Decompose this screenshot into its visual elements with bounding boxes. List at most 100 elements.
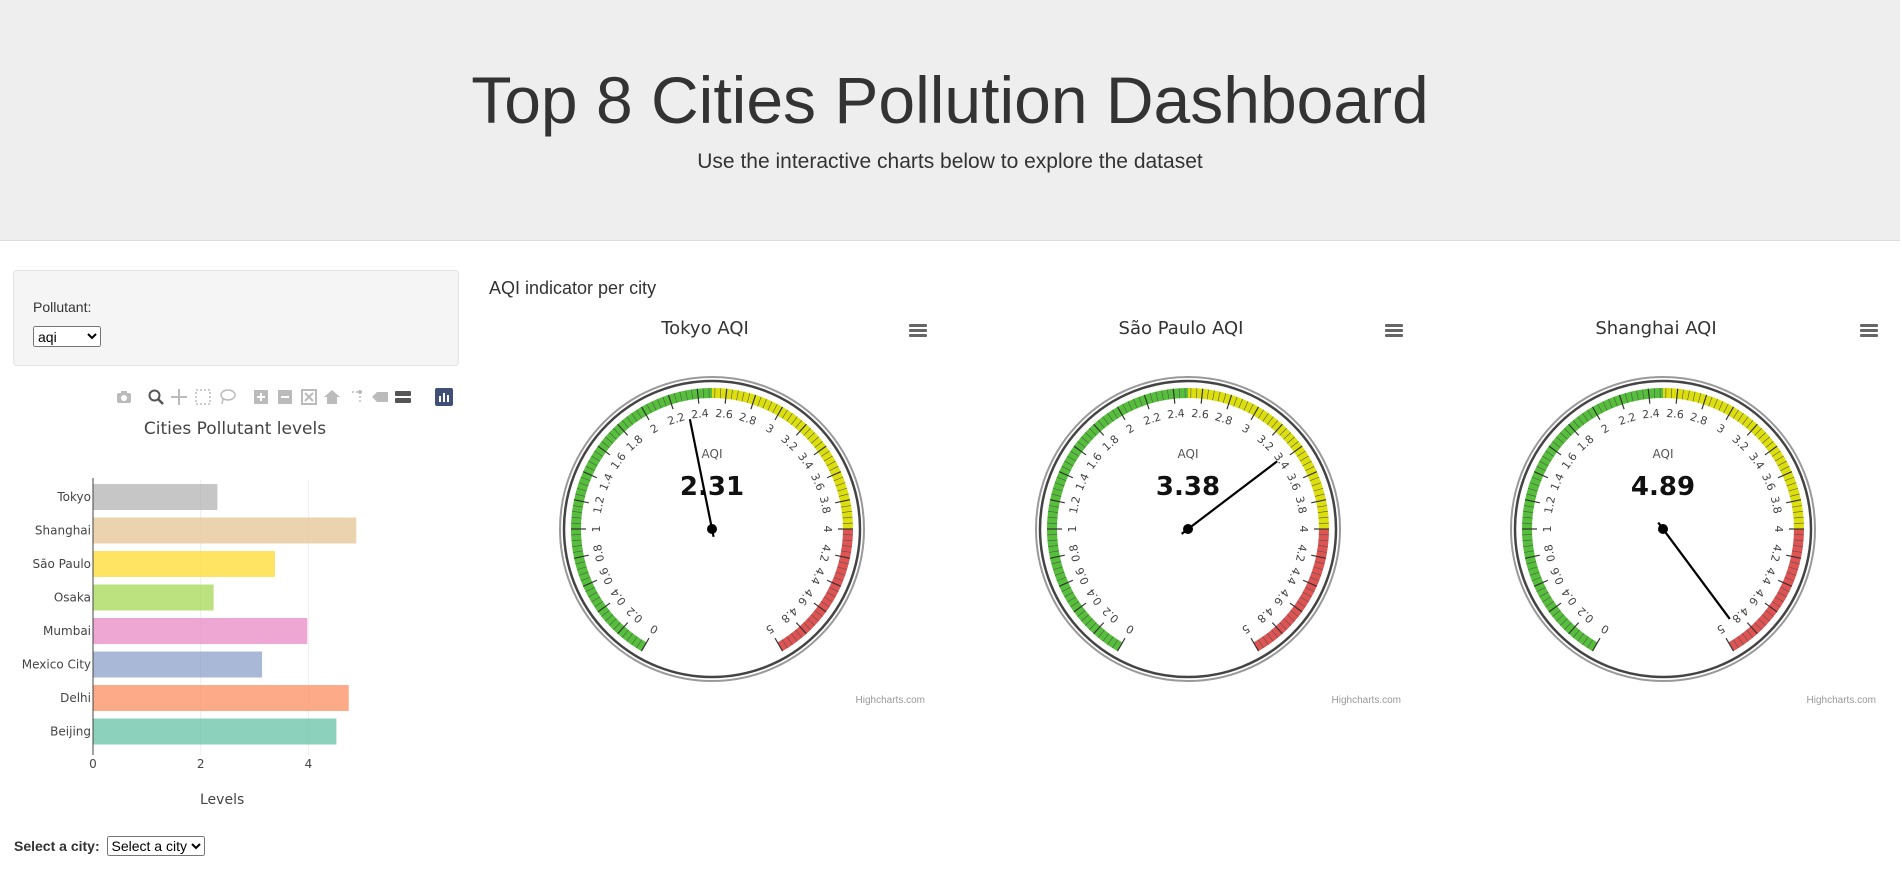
box-select-icon[interactable] xyxy=(194,388,212,406)
zoom-out-icon[interactable] xyxy=(276,388,294,406)
x-tick-label: 4 xyxy=(305,757,313,771)
highcharts-credits[interactable]: Highcharts.com xyxy=(1806,695,1876,706)
minor-tick xyxy=(572,550,583,553)
plotly-logo-icon[interactable] xyxy=(435,388,453,406)
minor-tick xyxy=(1212,390,1215,401)
autoscale-icon[interactable] xyxy=(300,388,318,406)
gauge-axis-label: AQI xyxy=(702,447,723,461)
major-tick xyxy=(1049,499,1065,504)
minor-tick xyxy=(575,561,586,565)
gauge-needle xyxy=(1657,521,1731,620)
minor-tick xyxy=(1529,571,1540,576)
minor-tick xyxy=(1056,576,1067,582)
minor-tick xyxy=(1758,618,1766,626)
minor-tick xyxy=(1789,493,1800,497)
minor-tick xyxy=(823,455,833,462)
hover-compare-icon[interactable] xyxy=(394,388,412,406)
gauge-tick-label: 1.4 xyxy=(1073,471,1092,492)
bar-beijing xyxy=(93,718,337,745)
minor-tick xyxy=(1317,511,1328,513)
minor-tick xyxy=(1112,639,1119,649)
zoom-icon[interactable] xyxy=(147,388,165,406)
hamburger-menu-icon[interactable] xyxy=(1385,324,1403,338)
gauge-tick-label: 0.6 xyxy=(597,565,616,586)
minor-tick xyxy=(1587,639,1594,649)
major-tick xyxy=(1250,406,1260,421)
minor-tick xyxy=(838,561,849,565)
minor-tick xyxy=(1305,466,1315,472)
gauge-tick-label: 2.8 xyxy=(737,410,758,428)
gauge-tick-label: 1 xyxy=(1066,526,1079,533)
minor-tick xyxy=(1133,398,1138,409)
minor-tick xyxy=(1670,388,1673,399)
minor-tick xyxy=(1572,629,1580,638)
gauge-tick-label: 0.6 xyxy=(1073,565,1092,586)
hamburger-menu-icon[interactable] xyxy=(909,324,927,338)
minor-tick xyxy=(626,633,634,642)
minor-tick xyxy=(730,389,733,400)
minor-tick xyxy=(1784,476,1795,482)
gauge-value: 3.38 xyxy=(1156,472,1220,502)
gauge-pivot xyxy=(1183,524,1193,534)
minor-tick xyxy=(1792,511,1803,513)
major-tick xyxy=(617,423,629,436)
minor-tick xyxy=(807,432,815,440)
minor-tick xyxy=(1067,455,1077,462)
minor-tick xyxy=(1692,391,1696,402)
bar-osaka xyxy=(93,584,214,611)
minor-tick xyxy=(1051,493,1062,497)
lasso-icon[interactable] xyxy=(218,388,236,406)
city-select-label: Select a city: xyxy=(14,838,100,854)
zoom-in-icon[interactable] xyxy=(252,388,270,406)
gauge-tick-label: 3.6 xyxy=(1759,471,1778,492)
camera-icon[interactable] xyxy=(115,388,133,406)
minor-tick xyxy=(575,493,586,497)
minor-tick xyxy=(1047,539,1058,542)
bar-mexico-city xyxy=(93,651,263,678)
minor-tick xyxy=(1564,428,1572,436)
minor-tick xyxy=(1582,413,1589,422)
minor-tick xyxy=(1283,618,1291,626)
minor-tick xyxy=(790,416,798,425)
hover-closest-icon[interactable] xyxy=(371,388,389,406)
minor-tick xyxy=(1577,416,1585,425)
minor-tick xyxy=(1564,622,1572,630)
minor-tick xyxy=(691,389,694,400)
highcharts-credits[interactable]: Highcharts.com xyxy=(1331,695,1401,706)
minor-tick xyxy=(1271,629,1279,638)
spike-lines-icon[interactable] xyxy=(348,388,366,406)
category-label: Beijing xyxy=(50,725,91,739)
gauge-tick-label: 3.8 xyxy=(817,495,833,515)
major-tick xyxy=(640,637,650,652)
major-tick xyxy=(582,471,598,479)
minor-tick xyxy=(1313,487,1324,492)
minor-tick xyxy=(1097,420,1105,429)
pan-icon[interactable] xyxy=(170,388,188,406)
pollutant-select[interactable]: aqi xyxy=(33,326,101,347)
major-tick xyxy=(1786,499,1802,504)
minor-tick xyxy=(1732,409,1739,419)
minor-tick xyxy=(1523,505,1534,508)
minor-tick xyxy=(1608,398,1613,409)
highcharts-credits[interactable]: Highcharts.com xyxy=(855,695,925,706)
minor-tick xyxy=(636,409,643,419)
minor-tick xyxy=(1257,409,1264,419)
minor-tick xyxy=(1542,455,1552,462)
minor-tick xyxy=(835,571,846,576)
major-tick xyxy=(813,445,827,456)
minor-tick xyxy=(1784,576,1795,582)
minor-tick xyxy=(1777,591,1787,598)
gauge-tick-label: 2.2 xyxy=(666,410,687,428)
gauge-band xyxy=(1253,529,1329,652)
minor-tick xyxy=(1718,401,1724,411)
minor-tick xyxy=(1539,591,1549,598)
home-icon[interactable] xyxy=(323,388,341,406)
aqi-section-heading: AQI indicator per city xyxy=(489,278,657,298)
city-select[interactable]: Select a city xyxy=(106,836,205,856)
minor-tick xyxy=(1653,388,1656,399)
gauge-tick-label: 3.8 xyxy=(1293,495,1309,515)
minor-tick xyxy=(1085,618,1093,626)
major-tick xyxy=(1311,554,1327,559)
hamburger-menu-icon[interactable] xyxy=(1860,324,1878,338)
minor-tick xyxy=(1085,432,1093,440)
